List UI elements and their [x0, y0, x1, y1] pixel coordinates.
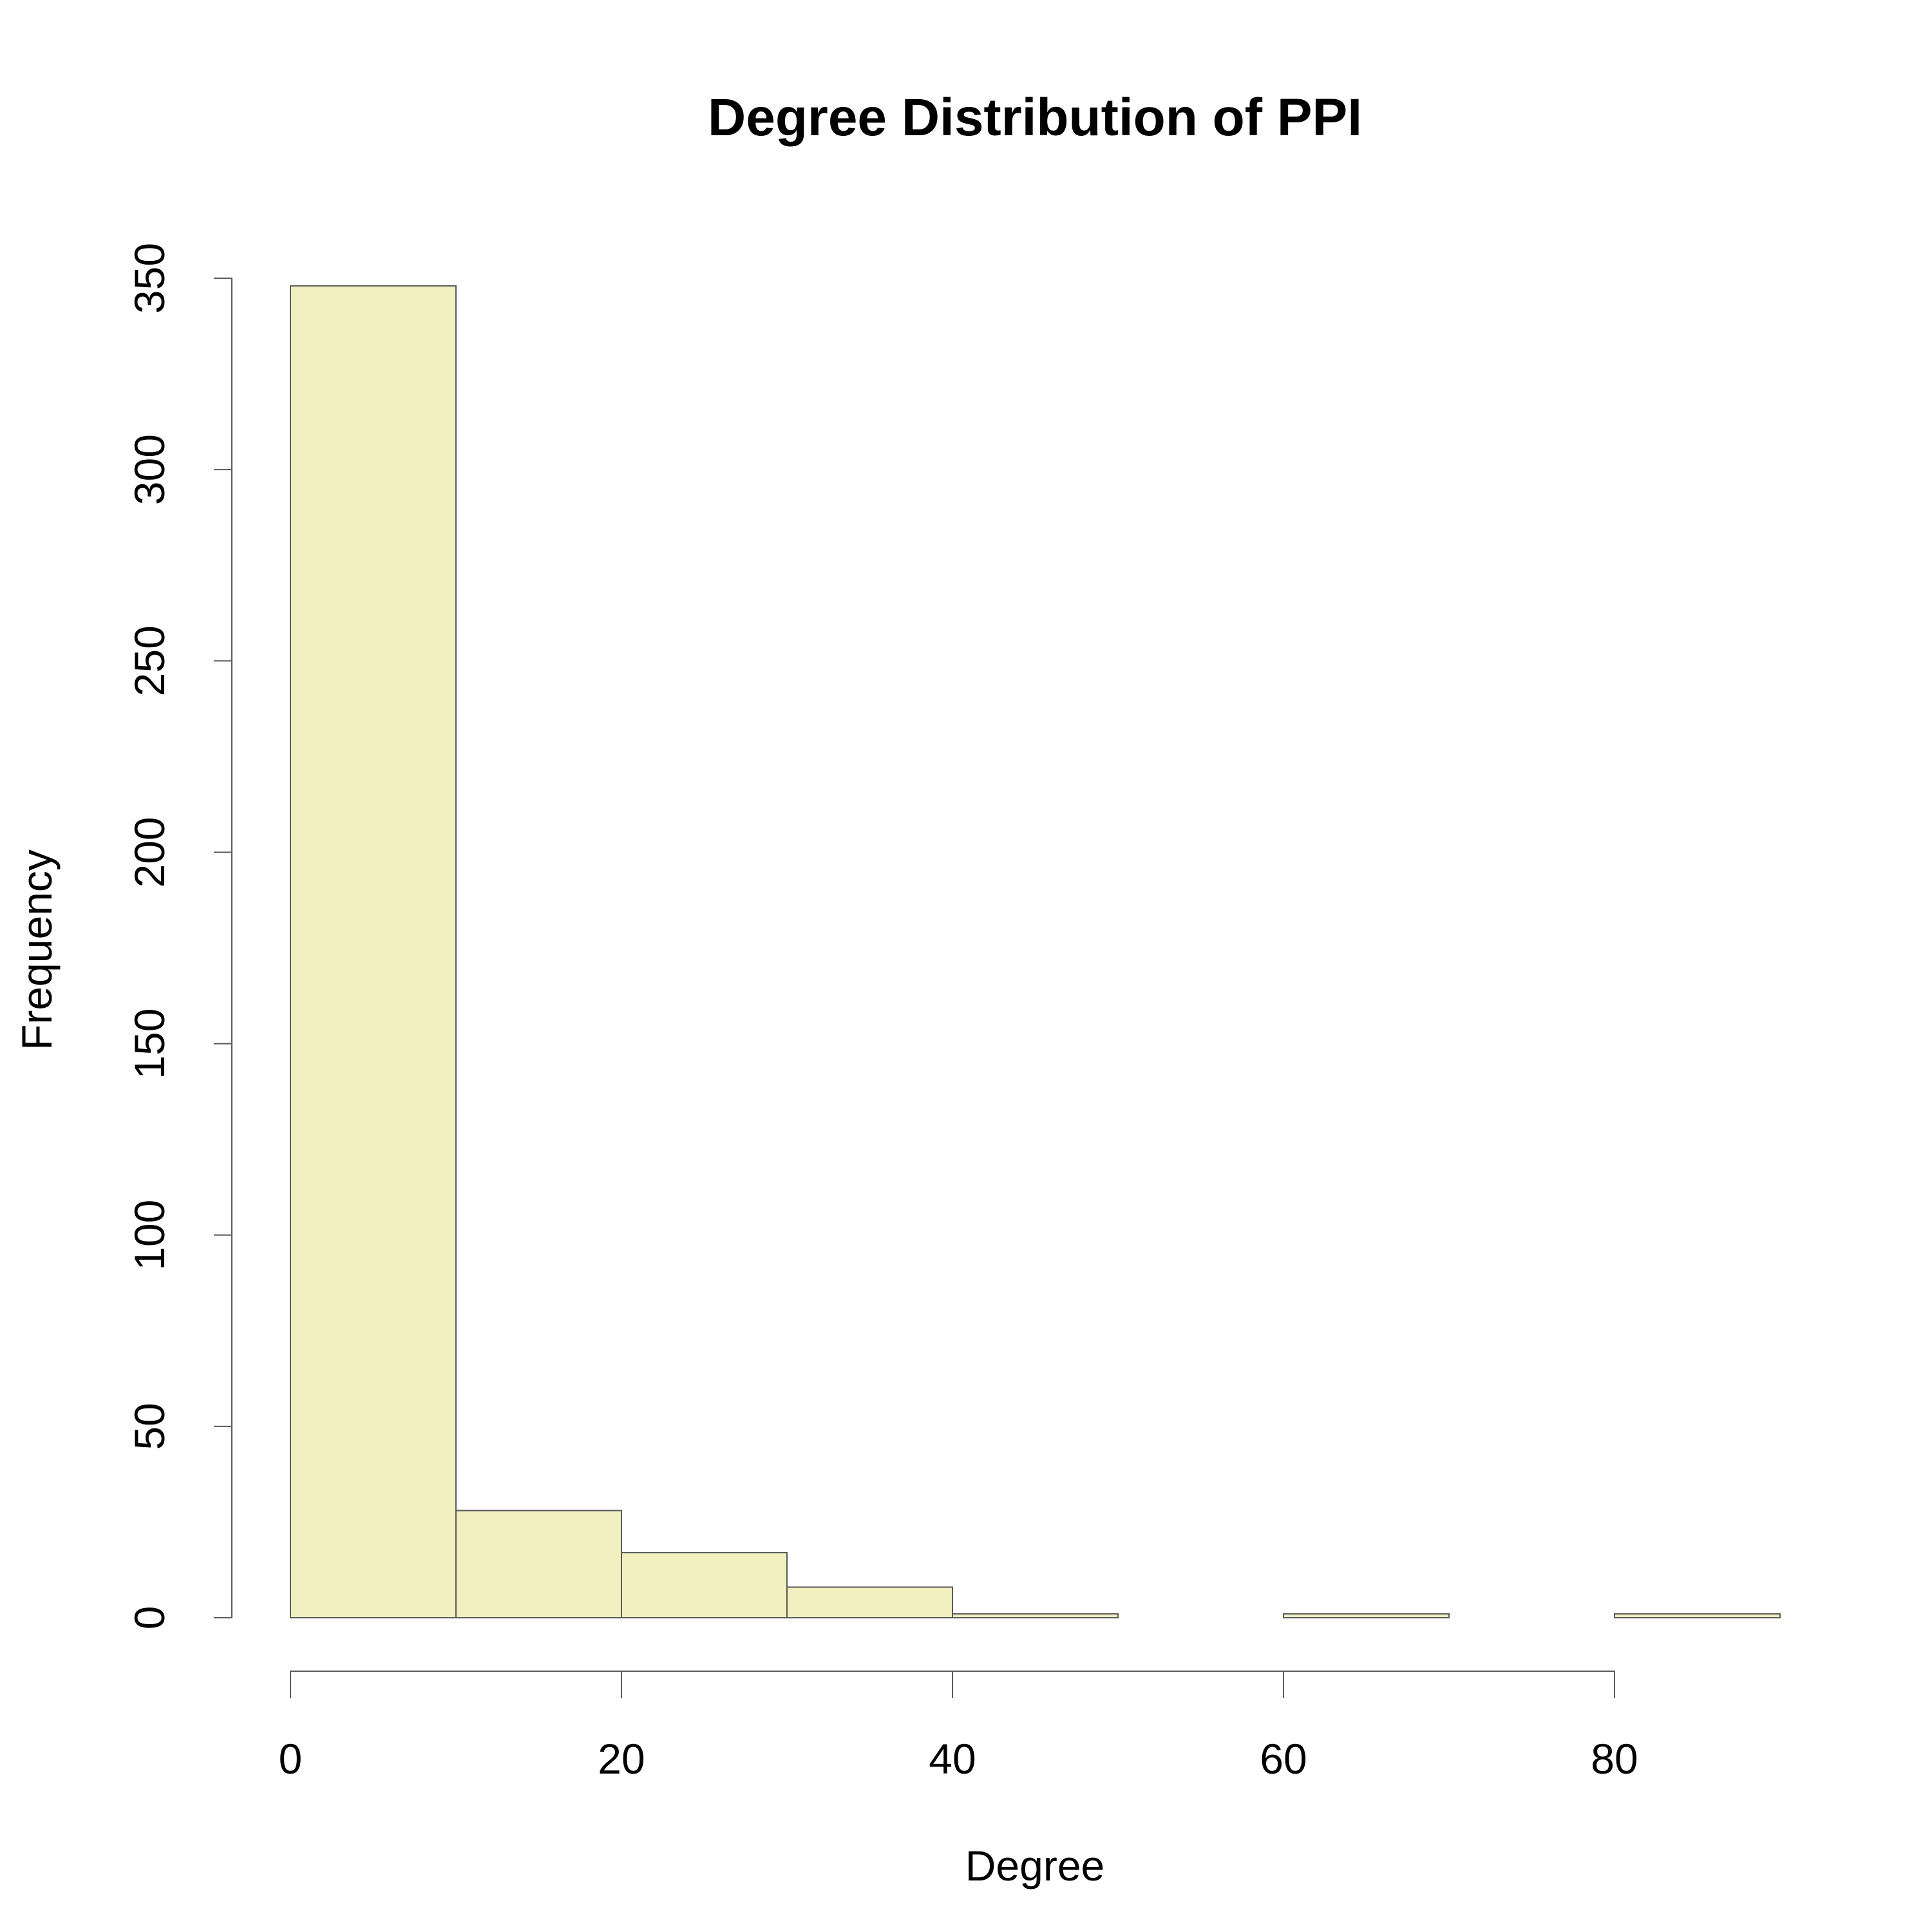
- x-tick-label: 60: [1260, 1735, 1307, 1783]
- x-axis-title: Degree: [965, 1842, 1104, 1889]
- y-tick-label: 0: [126, 1606, 173, 1630]
- histogram-bar: [786, 1586, 953, 1618]
- x-tick-label: 20: [598, 1735, 645, 1783]
- y-tick-label: 300: [126, 434, 173, 505]
- x-axis: 0 20 40 60 80: [279, 1671, 1638, 1783]
- x-tick-label: 0: [279, 1735, 303, 1783]
- y-axis-title: Frequency: [13, 849, 61, 1050]
- y-tick-label: 100: [126, 1200, 173, 1271]
- y-tick-label: 50: [126, 1403, 173, 1450]
- histogram-bar: [952, 1613, 1119, 1618]
- histogram-bar: [290, 285, 457, 1618]
- histogram-bar: [1283, 1613, 1450, 1618]
- y-tick-label: 250: [126, 625, 173, 696]
- chart-title: Degree Distribution of PPI: [708, 88, 1362, 147]
- x-tick-label: 40: [929, 1735, 976, 1783]
- y-tick-label: 150: [126, 1009, 173, 1079]
- y-axis: 0 50 100 150 200 250 300 350: [126, 243, 232, 1629]
- x-tick-label: 80: [1591, 1735, 1638, 1783]
- y-tick-label: 350: [126, 243, 173, 314]
- histogram-bar: [621, 1551, 788, 1619]
- histogram-bar: [1614, 1613, 1781, 1618]
- histogram-bar: [455, 1510, 622, 1619]
- y-tick-label: 200: [126, 817, 173, 887]
- bars-group: [290, 285, 1781, 1619]
